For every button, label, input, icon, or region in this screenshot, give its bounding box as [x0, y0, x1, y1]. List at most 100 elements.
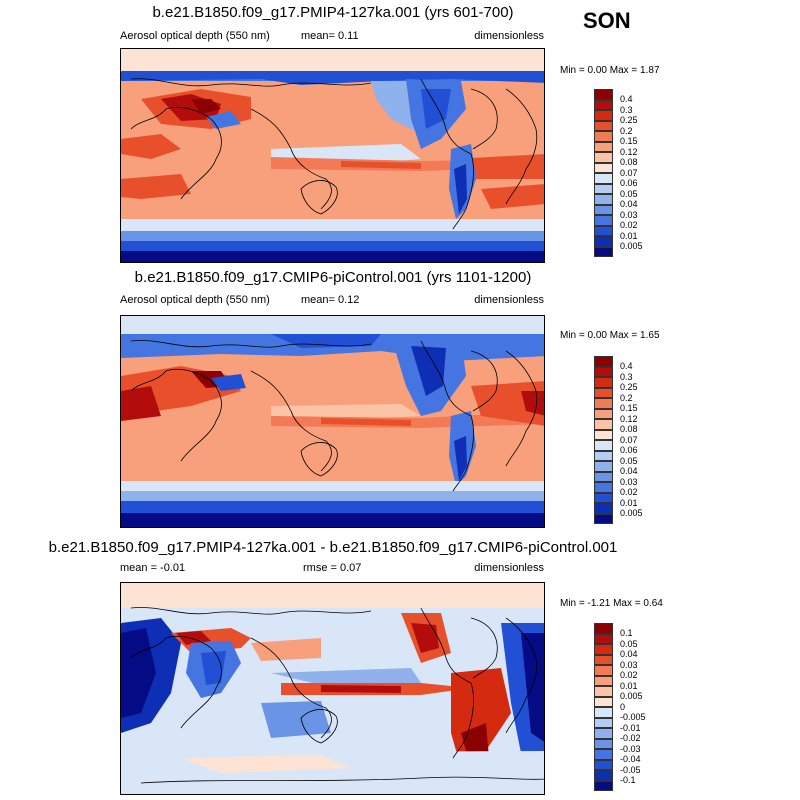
panel-2-colorbar-box-9	[594, 450, 613, 461]
panel-1-colorbar-box-3	[594, 120, 613, 131]
panel-2-map	[120, 315, 545, 528]
panel-2-colorbar-box-13	[594, 492, 613, 503]
panel-1-colorbar-label: 0.12	[620, 146, 638, 157]
panel-3-colorbar-box-6	[594, 686, 613, 697]
panel-3-colorbar-box-15	[594, 780, 613, 791]
panel-3-colorbar: 0.1 0.05 0.04 0.03 0.02 0.01 0.005 0 -0.…	[594, 623, 654, 791]
panel-1-colorbar-box-13	[594, 225, 613, 236]
panel-3-colorbar-label: -0.01	[620, 722, 641, 733]
panel-1-colorbar-box-7	[594, 162, 613, 173]
panel-3-colorbar-label: 0	[620, 701, 626, 712]
panel-2-colorbar-label: 0.08	[620, 424, 638, 434]
panel-1-colorbar-label: 0.2	[620, 125, 633, 136]
panel-1-colorbar-label: 0.3	[620, 104, 633, 115]
panel-3-colorbar-label: -0.05	[620, 764, 641, 775]
panel-3-title: b.e21.B1850.f09_g17.PMIP4-127ka.001 - b.…	[48, 539, 618, 556]
panel-3-colorbar-box-0	[594, 623, 613, 634]
panel-2-colorbar-box-4	[594, 398, 613, 409]
panel-2-colorbar-label: 0.02	[620, 487, 638, 497]
panel-1-colorbar-label: 0.4	[620, 94, 633, 104]
panel-3-colorbar-box-5	[594, 675, 613, 686]
panel-1-colorbar-label: 0.01	[620, 230, 638, 241]
panel-2-units-label: dimensionless	[474, 294, 544, 306]
panel-1-colorbar-box-14	[594, 236, 613, 247]
panel-3-colorbar-box-8	[594, 707, 613, 718]
panel-2-mean-label: mean= 0.12	[301, 294, 360, 306]
panel-2-colorbar-label: 0.25	[620, 382, 638, 392]
panel-2-colorbar-box-7	[594, 429, 613, 440]
panel-1-colorbar: 0.4 0.3 0.25 0.2 0.15 0.12 0.08 0.07 0.0…	[594, 89, 654, 257]
panel-3-map	[120, 582, 545, 795]
panel-3-colorbar-box-7	[594, 696, 613, 707]
panel-2-colorbar-box-1	[594, 366, 613, 377]
panel-2-colorbar-box-15	[594, 513, 613, 524]
panel-3-mean-label: mean = -0.01	[120, 562, 186, 574]
panel-1-colorbar-label: 0.02	[620, 220, 638, 230]
panel-1-colorbar-box-5	[594, 141, 613, 152]
panel-2-colorbar-label: 0.06	[620, 445, 638, 455]
panel-3-colorbar-box-10	[594, 728, 613, 739]
panel-2-colorbar-label: 0.12	[620, 413, 638, 424]
panel-3-units-label: dimensionless	[474, 562, 544, 574]
panel-3-colorbar-box-12	[594, 749, 613, 760]
panel-3-minmax: Min = -1.21 Max = 0.64	[560, 598, 663, 609]
panel-3-colorbar-label: -0.005	[620, 712, 646, 722]
panel-3-rmse-label: rmse = 0.07	[303, 562, 362, 574]
panel-3-colorbar-box-1	[594, 633, 613, 644]
panel-1-colorbar-box-15	[594, 246, 613, 257]
panel-1-map-field	[121, 49, 544, 262]
panel-2-colorbar-label: 0.3	[620, 371, 633, 382]
panel-1-title: b.e21.B1850.f09_g17.PMIP4-127ka.001 (yrs…	[152, 4, 514, 21]
panel-3-colorbar-label: 0.04	[620, 649, 638, 659]
panel-1-colorbar-box-9	[594, 183, 613, 194]
panel-2-colorbar-box-12	[594, 482, 613, 493]
panel-1-minmax: Min = 0.00 Max = 1.87	[560, 65, 660, 76]
panel-2-colorbar-label: 0.03	[620, 476, 638, 487]
panel-3-colorbar-label: 0.03	[620, 659, 638, 670]
panel-2-colorbar-label: 0.4	[620, 361, 633, 371]
panel-1-left-label: Aerosol optical depth (550 nm)	[120, 30, 270, 42]
panel-2-colorbar-box-6	[594, 419, 613, 430]
panel-1-colorbar-label: 0.04	[620, 199, 638, 209]
season-label: SON	[583, 8, 631, 33]
panel-1-colorbar-box-10	[594, 194, 613, 205]
panel-2-colorbar-label: 0.01	[620, 497, 638, 508]
panel-2-colorbar-box-5	[594, 408, 613, 419]
panel-3-colorbar-label: 0.005	[620, 691, 643, 701]
panel-2-colorbar-box-10	[594, 461, 613, 472]
panel-3-colorbar-box-4	[594, 665, 613, 676]
panel-3-colorbar-label: 0.05	[620, 638, 638, 649]
panel-3-colorbar-box-3	[594, 654, 613, 665]
panel-1-colorbar-label: 0.07	[620, 167, 638, 178]
panel-2-colorbar-box-8	[594, 440, 613, 451]
panel-1-mean-label: mean= 0.11	[301, 30, 359, 42]
panel-1-colorbar-label: 0.005	[620, 241, 643, 251]
panel-2-colorbar-label: 0.05	[620, 455, 638, 466]
panel-1-colorbar-box-1	[594, 99, 613, 110]
panel-3-colorbar-box-13	[594, 759, 613, 770]
panel-3-colorbar-label: 0.1	[620, 628, 633, 638]
panel-1-colorbar-label: 0.15	[620, 136, 638, 146]
panel-1-colorbar-box-8	[594, 173, 613, 184]
panel-2-colorbar: 0.4 0.3 0.25 0.2 0.15 0.12 0.08 0.07 0.0…	[594, 356, 654, 524]
panel-2-colorbar-label: 0.2	[620, 392, 633, 403]
panel-1-colorbar-label: 0.03	[620, 209, 638, 220]
panel-3-colorbar-label: 0.02	[620, 670, 638, 680]
panel-1-colorbar-box-6	[594, 152, 613, 163]
panel-2-colorbar-label: 0.005	[620, 508, 643, 518]
panel-2-colorbar-label: 0.04	[620, 466, 638, 476]
panel-2-map-field	[121, 316, 544, 527]
panel-1-colorbar-label: 0.08	[620, 157, 638, 167]
panel-2-colorbar-label: 0.07	[620, 434, 638, 445]
panel-2-title: b.e21.B1850.f09_g17.CMIP6-piControl.001 …	[134, 269, 532, 286]
panel-1-colorbar-box-2	[594, 110, 613, 121]
panel-3-colorbar-box-11	[594, 738, 613, 749]
panel-3-colorbar-label: -0.04	[620, 754, 641, 764]
panel-3-colorbar-label: -0.03	[620, 743, 641, 754]
panel-2-colorbar-box-14	[594, 503, 613, 514]
panel-3-colorbar-box-2	[594, 644, 613, 655]
panel-2-minmax: Min = 0.00 Max = 1.65	[560, 330, 660, 341]
panel-2-colorbar-box-3	[594, 387, 613, 398]
panel-3-colorbar-label: -0.02	[620, 733, 641, 743]
panel-1-colorbar-box-12	[594, 215, 613, 226]
